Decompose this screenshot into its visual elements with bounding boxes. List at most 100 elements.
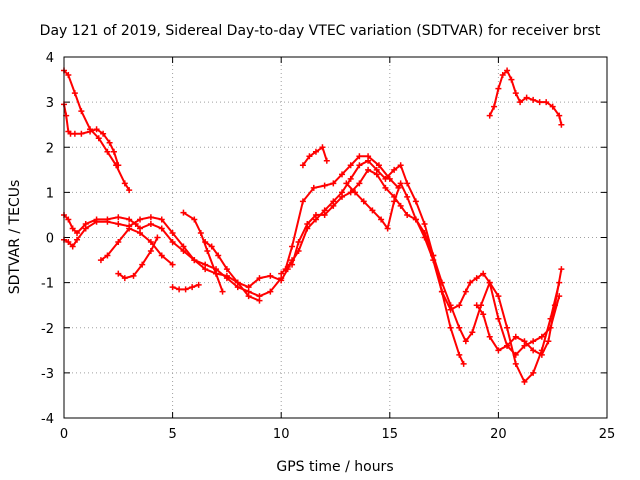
data-point: [373, 171, 380, 178]
plot-frame: [63, 56, 608, 419]
data-point: [104, 252, 111, 259]
series-trace-6: [115, 234, 161, 282]
data-point: [504, 342, 511, 349]
y-tick-label: -2: [41, 322, 54, 337]
data-point: [456, 302, 463, 309]
data-point: [486, 112, 493, 119]
data-point: [289, 243, 296, 250]
data-point: [365, 153, 372, 160]
series-line: [475, 268, 563, 357]
data-point: [169, 284, 176, 291]
data-point: [195, 281, 202, 288]
data-point: [543, 99, 550, 106]
y-tick-label: 1: [46, 186, 54, 201]
data-point: [462, 288, 469, 295]
data-point: [104, 218, 111, 225]
chart-title: Day 121 of 2019, Sidereal Day-to-day VTE…: [40, 23, 601, 39]
data-point: [499, 72, 506, 79]
data-point: [391, 166, 398, 173]
data-point: [549, 103, 556, 110]
series-line: [345, 180, 465, 365]
data-point: [360, 198, 367, 205]
data-point: [460, 360, 467, 367]
data-point: [158, 252, 165, 259]
y-tick-label: 2: [46, 141, 54, 156]
data-point: [182, 286, 189, 293]
y-tick-label: -3: [41, 367, 54, 382]
data-point: [421, 220, 428, 227]
data-point: [369, 207, 376, 214]
data-point: [521, 378, 528, 385]
series-trace-12: [282, 153, 402, 273]
data-point: [558, 121, 565, 128]
data-point: [180, 209, 187, 216]
y-tick-label: 3: [46, 96, 54, 111]
series-trace-5: [97, 225, 176, 268]
data-point: [495, 315, 502, 322]
data-point: [347, 175, 354, 182]
data-point: [312, 211, 319, 218]
data-point: [310, 184, 317, 191]
data-point: [223, 272, 230, 279]
data-point: [126, 225, 133, 232]
data-point: [486, 279, 493, 286]
data-point: [375, 162, 382, 169]
data-point: [312, 148, 319, 155]
data-point: [495, 85, 502, 92]
data-point: [382, 184, 389, 191]
x-tick-label: 20: [490, 427, 507, 442]
data-point: [517, 99, 524, 106]
data-point: [267, 288, 274, 295]
data-point: [115, 270, 122, 277]
series-trace-15: [486, 67, 565, 128]
data-point: [93, 126, 100, 133]
data-point: [278, 277, 285, 284]
data-point: [82, 225, 89, 232]
y-tick-label: -4: [41, 412, 54, 427]
series-line: [100, 227, 174, 266]
series-trace-4: [61, 214, 296, 291]
data-point: [486, 333, 493, 340]
data-point: [169, 261, 176, 268]
data-point: [356, 162, 363, 169]
data-point: [299, 162, 306, 169]
data-point: [154, 234, 161, 241]
data-point: [556, 112, 563, 119]
y-tick-label: 0: [46, 232, 54, 247]
data-point: [491, 103, 498, 110]
data-point: [356, 153, 363, 160]
data-point: [343, 180, 350, 187]
series-trace-14: [343, 180, 467, 367]
data-point: [469, 329, 476, 336]
data-point: [347, 162, 354, 169]
data-point: [191, 257, 198, 264]
data-point: [473, 275, 480, 282]
data-point: [137, 229, 144, 236]
data-point: [245, 293, 252, 300]
data-point: [551, 302, 558, 309]
data-point: [189, 284, 196, 291]
y-axis-label: SDTVAR / TECUs: [7, 180, 23, 295]
data-point: [530, 338, 537, 345]
data-point: [65, 216, 72, 223]
data-point: [191, 216, 198, 223]
data-point: [130, 272, 137, 279]
data-point: [330, 202, 337, 209]
data-point: [202, 266, 209, 273]
data-point: [115, 162, 122, 169]
data-point: [95, 135, 102, 142]
data-point: [87, 128, 94, 135]
y-tick-label: 4: [46, 51, 54, 66]
data-point: [65, 72, 72, 79]
data-point: [245, 284, 252, 291]
data-point: [180, 243, 187, 250]
data-point: [121, 275, 128, 282]
data-point: [169, 239, 176, 246]
data-point: [530, 96, 537, 103]
data-point: [97, 257, 104, 264]
series-line: [63, 214, 282, 298]
x-axis-label: GPS time / hours: [276, 459, 393, 475]
data-point: [267, 272, 274, 279]
